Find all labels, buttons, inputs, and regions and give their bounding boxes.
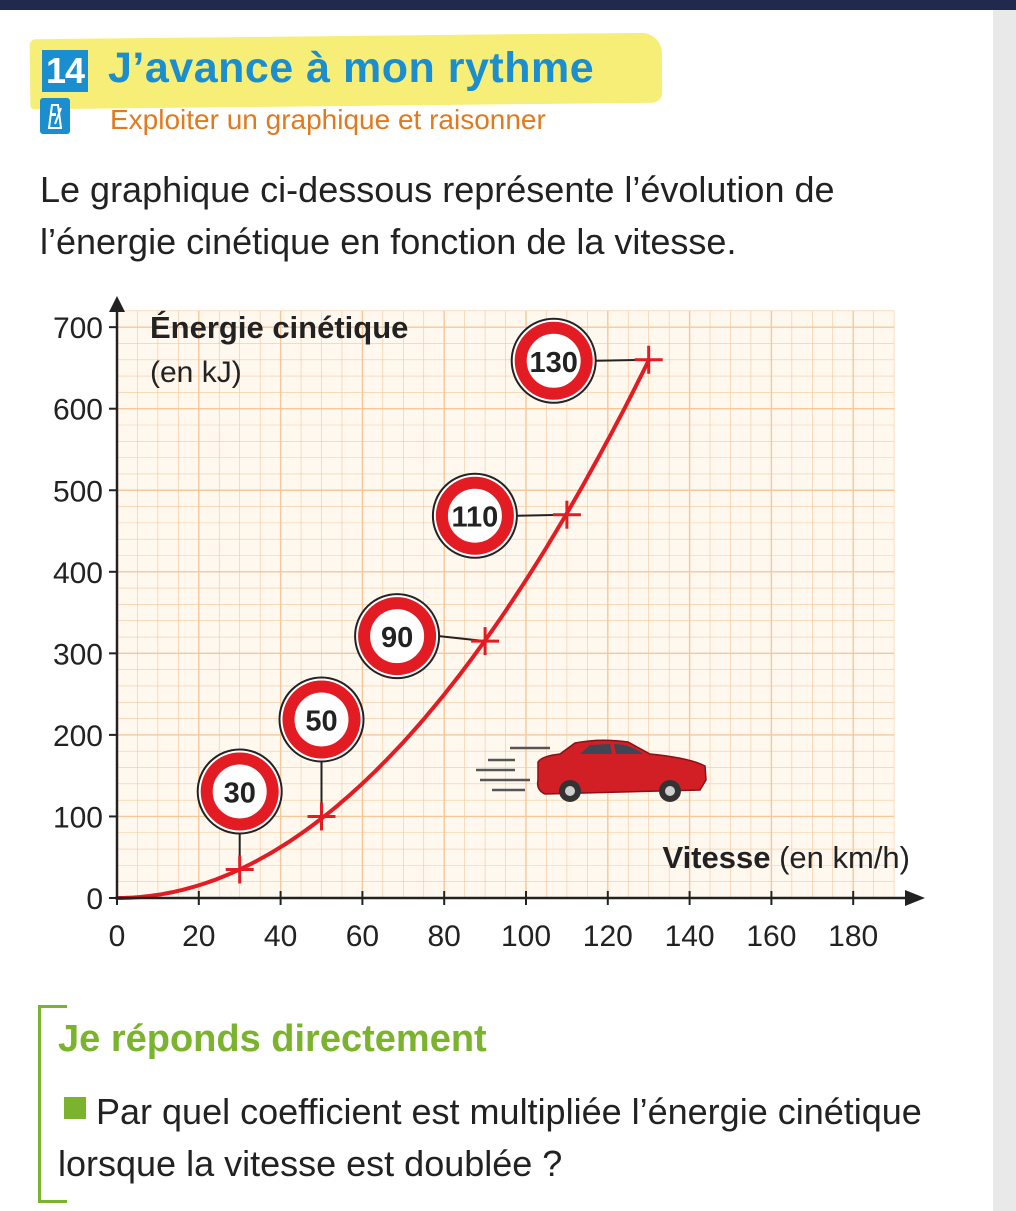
y-tick-label: 700: [53, 312, 103, 345]
x-tick-label: 140: [665, 920, 715, 953]
y-tick-label: 100: [53, 801, 103, 834]
x-tick-label: 0: [109, 920, 126, 953]
chart-axes: 0 20 40 60 80 100 120 140 160 180 0 100 200 300 400 500…: [53, 296, 925, 953]
car-icon: [476, 739, 707, 802]
y-tick-label: 600: [53, 394, 103, 427]
y-axis-arrow: [109, 296, 125, 312]
curve-layer: 30 50 90 110 130: [115, 317, 663, 900]
question-bullet: [64, 1097, 86, 1119]
sign-red-ring: [200, 752, 279, 831]
exercise-subtitle: Exploiter un graphique et raisonner: [110, 104, 546, 135]
exercise-title: J’avance à mon rythme: [108, 44, 595, 92]
sign-red-ring: [435, 476, 514, 555]
y-axis-title: Énergie cinétique: [150, 310, 408, 345]
speed-sign-label: 90: [381, 622, 413, 654]
energy-curve: [115, 358, 651, 900]
question-text: Par quel coefficient est multipliée l’én…: [58, 1091, 922, 1184]
y-tick-label: 0: [86, 883, 103, 916]
x-tick-label: 20: [182, 920, 215, 953]
x-axis-arrow: [905, 890, 925, 906]
x-tick-label: 80: [428, 920, 461, 953]
sign-red-ring: [282, 680, 361, 759]
energy-chart: 30 50 90 110 130 0 20 40 60 80 100 120 140 160 180 0 10…: [53, 296, 925, 953]
answer-title: Je réponds directement: [58, 1018, 487, 1060]
x-axis-title: Vitesse (en km/h): [662, 840, 910, 875]
metronome-icon: [40, 98, 70, 134]
x-tick-label: 180: [828, 920, 878, 953]
x-tick-label: 100: [501, 920, 551, 953]
y-axis-unit: (en kJ): [150, 356, 242, 389]
answer-bracket: [38, 1005, 67, 1203]
speed-sign-label: 50: [305, 705, 337, 737]
speed-sign-label: 130: [530, 347, 578, 379]
y-tick-label: 400: [53, 557, 103, 590]
page-edge: [993, 10, 1016, 1211]
x-tick-label: 60: [346, 920, 379, 953]
sign-red-ring: [358, 597, 437, 676]
y-tick-label: 500: [53, 475, 103, 508]
top-bar: [0, 0, 1016, 10]
x-tick-label: 120: [583, 920, 633, 953]
speed-sign-label: 30: [224, 777, 256, 809]
exercise-number: 14: [42, 50, 88, 92]
sign-red-ring: [514, 321, 593, 400]
speed-sign-label: 110: [452, 502, 499, 534]
y-tick-label: 200: [53, 720, 103, 753]
intro-text: Le graphique ci-dessous représente l’évo…: [40, 169, 835, 262]
x-tick-label: 160: [746, 920, 796, 953]
y-tick-label: 300: [53, 638, 103, 671]
x-tick-label: 40: [264, 920, 297, 953]
